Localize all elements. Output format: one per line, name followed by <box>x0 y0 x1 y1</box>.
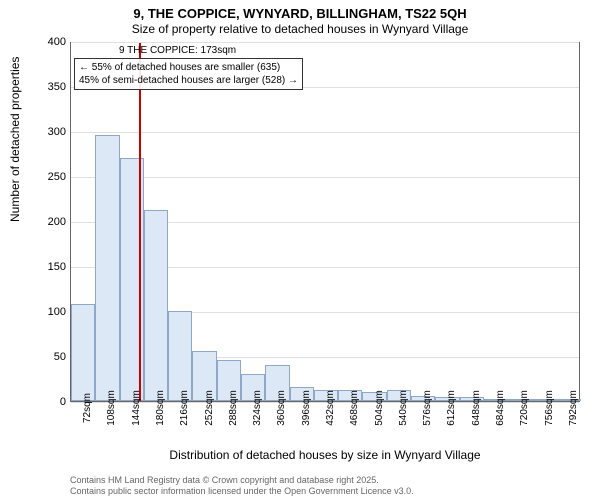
gridline <box>71 177 579 178</box>
ytick-label: 400 <box>48 36 66 48</box>
footer-attribution: Contains HM Land Registry data © Crown c… <box>70 475 414 497</box>
chart-title: 9, THE COPPICE, WYNYARD, BILLINGHAM, TS2… <box>0 6 600 21</box>
ytick-label: 250 <box>48 171 66 183</box>
xtick-label: 720sqm <box>519 390 530 426</box>
gridline <box>71 42 579 43</box>
xtick-label: 684sqm <box>495 390 506 426</box>
xtick-label: 756sqm <box>544 390 555 426</box>
xtick-label: 324sqm <box>252 390 263 426</box>
xtick-label: 432sqm <box>325 390 336 426</box>
histogram-bar <box>95 135 119 401</box>
gridline <box>71 132 579 133</box>
reference-line <box>139 43 141 401</box>
ytick-label: 50 <box>54 351 66 363</box>
xtick-label: 72sqm <box>82 393 93 423</box>
ytick-label: 200 <box>48 216 66 228</box>
histogram-bar <box>71 304 95 401</box>
ytick-label: 0 <box>60 396 66 408</box>
footer-line1: Contains HM Land Registry data © Crown c… <box>70 475 414 486</box>
xtick-label: 504sqm <box>374 390 385 426</box>
y-axis-label: Number of detached properties <box>8 57 22 222</box>
ytick-label: 300 <box>48 126 66 138</box>
histogram-bar <box>168 311 192 401</box>
xtick-label: 108sqm <box>106 390 117 426</box>
xtick-label: 648sqm <box>471 390 482 426</box>
ytick-label: 350 <box>48 81 66 93</box>
xtick-label: 252sqm <box>204 390 215 426</box>
footer-line2: Contains public sector information licen… <box>70 486 414 497</box>
xtick-label: 612sqm <box>446 390 457 426</box>
annotation-title: 9 THE COPPICE: 173sqm <box>119 45 236 56</box>
chart-container: 9, THE COPPICE, WYNYARD, BILLINGHAM, TS2… <box>0 0 600 500</box>
ytick-label: 150 <box>48 261 66 273</box>
xtick-label: 792sqm <box>568 390 579 426</box>
histogram-bar <box>144 210 168 401</box>
annotation-line1: ← 55% of detached houses are smaller (63… <box>79 61 298 74</box>
xtick-label: 540sqm <box>398 390 409 426</box>
xtick-label: 576sqm <box>422 390 433 426</box>
xtick-label: 144sqm <box>131 390 142 426</box>
xtick-label: 360sqm <box>276 390 287 426</box>
annotation-box: ← 55% of detached houses are smaller (63… <box>74 58 303 90</box>
xtick-label: 180sqm <box>155 390 166 426</box>
x-axis-label: Distribution of detached houses by size … <box>70 448 580 462</box>
plot-area: 9 THE COPPICE: 173sqm ← 55% of detached h… <box>70 42 580 402</box>
xtick-label: 288sqm <box>228 390 239 426</box>
chart-subtitle: Size of property relative to detached ho… <box>0 22 600 36</box>
xtick-label: 396sqm <box>301 390 312 426</box>
xtick-label: 216sqm <box>179 390 190 426</box>
xtick-label: 468sqm <box>349 390 360 426</box>
annotation-line2: 45% of semi-detached houses are larger (… <box>79 74 298 87</box>
ytick-label: 100 <box>48 306 66 318</box>
